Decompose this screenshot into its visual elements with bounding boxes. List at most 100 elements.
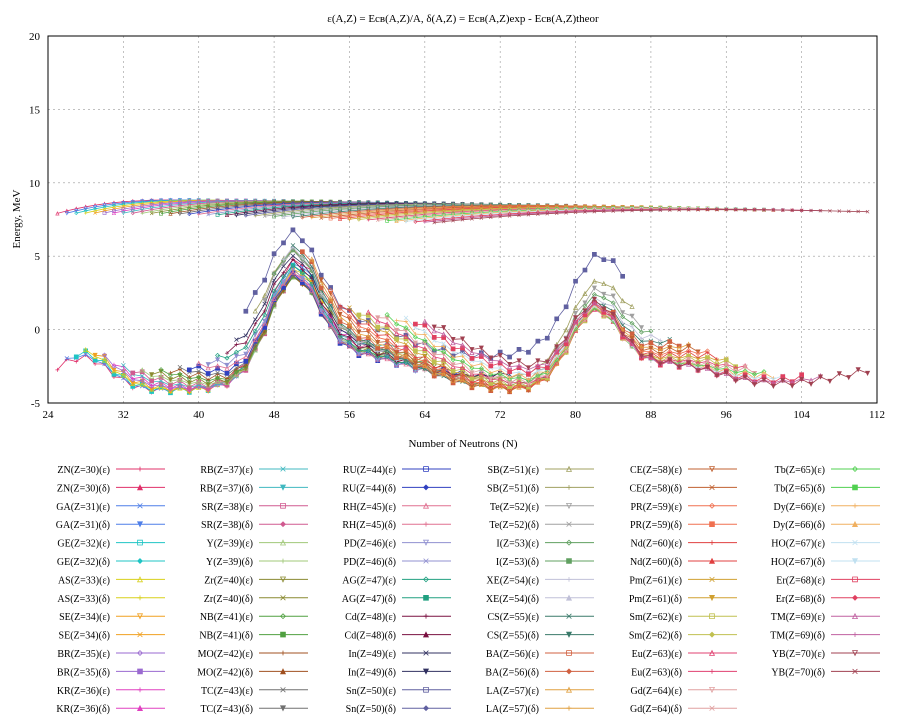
- data-point: [460, 354, 465, 359]
- data-point: [196, 208, 201, 214]
- data-point: [629, 313, 635, 319]
- data-point: [422, 322, 428, 328]
- data-point: [328, 318, 334, 323]
- data-point: [412, 340, 418, 346]
- data-point: [149, 383, 154, 388]
- data-point: [281, 240, 286, 246]
- data-point: [412, 342, 418, 348]
- data-point: [470, 217, 474, 221]
- data-point: [572, 310, 579, 317]
- data-point: [413, 364, 418, 370]
- legend-swatch-marker: [709, 631, 715, 638]
- data-point: [375, 340, 381, 346]
- data-point: [761, 370, 766, 375]
- data-point: [281, 207, 286, 212]
- data-point: [544, 335, 550, 341]
- data-point: [686, 360, 692, 366]
- data-point: [422, 340, 428, 346]
- data-point: [224, 351, 229, 356]
- legend-item: Dy(Z=66)(ε): [774, 502, 880, 513]
- data-point: [441, 371, 447, 377]
- legend-swatch-marker: [137, 687, 143, 693]
- data-point: [846, 375, 852, 381]
- data-point: [206, 207, 211, 212]
- data-point: [233, 369, 239, 375]
- data-point: [441, 349, 447, 355]
- data-point: [328, 322, 334, 328]
- data-point: [817, 374, 824, 380]
- data-point: [375, 353, 380, 358]
- data-point: [545, 370, 550, 375]
- data-point: [347, 305, 352, 310]
- data-point: [243, 344, 249, 350]
- data-point: [431, 324, 437, 330]
- legend-item: Cd(Z=48)(ε): [345, 612, 451, 623]
- data-point: [319, 211, 324, 216]
- data-point: [365, 333, 371, 339]
- y-axis-label: Energy, MeV: [11, 189, 23, 248]
- legend-swatch-marker: [852, 503, 858, 509]
- data-point: [639, 208, 644, 213]
- legend-label: RB(Z=37)(ε): [200, 465, 253, 476]
- legend-item: YB(Z=70)(δ): [771, 667, 880, 678]
- data-point: [676, 345, 682, 351]
- data-point: [262, 277, 268, 283]
- data-point: [177, 212, 182, 217]
- legend-label: RH(Z=45)(δ): [342, 520, 396, 531]
- data-point: [271, 277, 277, 283]
- data-point: [309, 212, 314, 217]
- data-point: [318, 285, 324, 291]
- data-point: [149, 372, 155, 378]
- legend-label: PR(Z=59)(δ): [630, 520, 682, 531]
- data-point: [384, 343, 390, 349]
- legend-swatch-marker: [852, 632, 858, 637]
- legend-item: TC(Z=43)(δ): [200, 704, 308, 715]
- data-point: [488, 357, 494, 363]
- data-point: [158, 384, 164, 390]
- data-point: [715, 207, 719, 212]
- data-point: [723, 357, 729, 363]
- data-point: [582, 303, 588, 309]
- data-point: [328, 287, 334, 293]
- data-point: [441, 215, 446, 220]
- legend-item: I(Z=53)(δ): [496, 557, 594, 568]
- data-point: [167, 378, 174, 384]
- legend-item: ZN(Z=30)(δ): [57, 483, 165, 494]
- data-point: [601, 295, 607, 301]
- data-point: [337, 216, 343, 221]
- data-point: [676, 364, 682, 370]
- data-point: [55, 367, 60, 372]
- data-point: [469, 365, 475, 371]
- data-point: [535, 368, 541, 374]
- data-point: [450, 368, 456, 374]
- legend-item: SR(Z=38)(δ): [201, 520, 308, 531]
- data-point: [723, 370, 729, 376]
- data-point: [639, 336, 644, 341]
- data-point: [262, 301, 267, 307]
- data-point: [186, 384, 192, 390]
- data-point: [73, 354, 79, 360]
- data-point: [620, 209, 625, 213]
- legend-item: TM(Z=69)(δ): [770, 631, 880, 642]
- legend-label: Nd(Z=60)(δ): [630, 557, 682, 568]
- legend-item: NB(Z=41)(ε): [200, 612, 308, 623]
- data-point: [290, 227, 296, 233]
- data-point: [799, 372, 804, 378]
- data-point: [535, 338, 541, 344]
- legend-item: BA(Z=56)(δ): [485, 667, 594, 678]
- legend-label: NB(Z=41)(ε): [200, 612, 253, 623]
- data-point: [450, 363, 456, 369]
- data-point: [215, 370, 220, 376]
- legend-item: In(Z=49)(ε): [348, 649, 451, 660]
- data-point: [253, 317, 258, 322]
- data-point: [563, 327, 569, 333]
- legend-item: AG(Z=47)(ε): [342, 575, 451, 586]
- data-point: [384, 356, 390, 362]
- data-point: [140, 211, 144, 215]
- data-point: [177, 385, 183, 391]
- data-point: [535, 372, 541, 378]
- data-point: [224, 362, 230, 368]
- legend-swatch-marker: [565, 686, 573, 693]
- legend-item: Sm(Z=62)(δ): [629, 631, 737, 642]
- legend-swatch-marker: [566, 558, 572, 564]
